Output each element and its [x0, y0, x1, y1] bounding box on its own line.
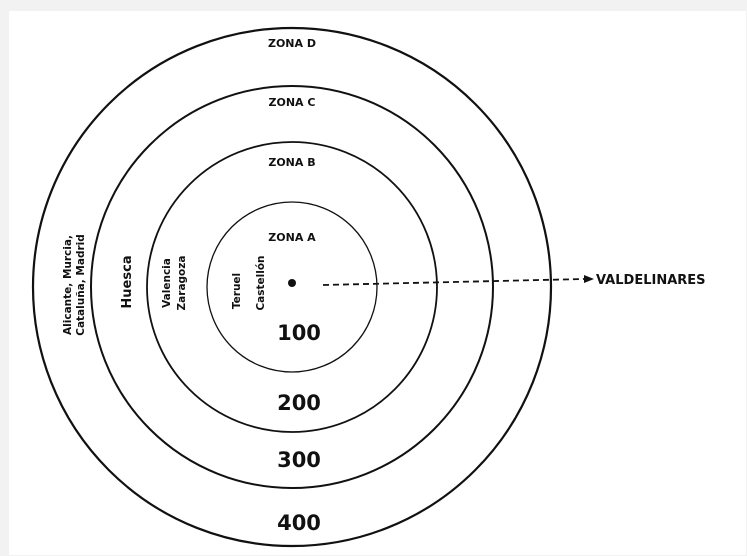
ring-zone-a	[206, 201, 378, 373]
zone-a-label: ZONA A	[268, 231, 316, 244]
zone-d-cities: Alicante, Murcia, Cataluña, Madrid	[62, 234, 87, 336]
zone-b-distance: 200	[277, 391, 321, 415]
ring-zone-d	[31, 26, 553, 548]
arrow-line	[322, 278, 585, 286]
ring-zone-c	[90, 85, 494, 489]
arrow-head	[584, 275, 594, 283]
zone-a-cities-line-1: Teruel	[231, 273, 243, 309]
zone-b-cities-line-1: Valencia	[161, 258, 173, 308]
ring-zone-b	[146, 141, 438, 433]
zone-d-label: ZONA D	[268, 37, 316, 50]
zone-a-cities: Teruel Castellón	[231, 255, 267, 310]
zone-c-distance: 300	[277, 448, 321, 472]
zone-d-cities-line-2: Cataluña, Madrid	[75, 234, 87, 336]
zone-a-cities-line-2: Castellón	[255, 255, 267, 310]
zone-c-cities-line-1: Huesca	[120, 255, 135, 308]
zone-b-cities: Valencia Zaragoza	[161, 256, 188, 311]
zone-b-label: ZONA B	[268, 156, 315, 169]
zone-d-cities-line-1: Alicante, Murcia,	[62, 235, 74, 335]
center-dot	[288, 279, 296, 287]
zone-a-distance: 100	[277, 321, 321, 345]
zone-d-distance: 400	[277, 511, 321, 535]
destination-label: VALDELINARES	[596, 273, 706, 288]
zone-c-label: ZONA C	[269, 96, 316, 109]
zone-c-cities: Huesca	[120, 255, 135, 308]
zone-b-cities-line-2: Zaragoza	[176, 256, 188, 311]
